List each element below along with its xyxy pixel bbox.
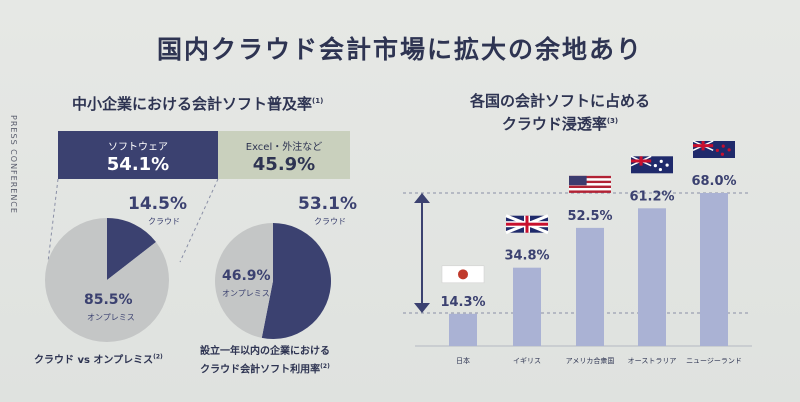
pie1-onprem-value: 85.5% (84, 292, 133, 308)
pie2-cloud-label: クラウド (314, 217, 346, 226)
new-zealand-flag-icon-star (721, 144, 725, 148)
left-subtitle: 中小企業における会計ソフト普及率(1) (72, 93, 323, 114)
pie1-slice-cloud (107, 218, 156, 280)
gap-arrow-head-down (414, 303, 430, 313)
pie1-cloud-value: 14.5% (128, 194, 187, 214)
australia-flag-icon-star (658, 167, 663, 172)
pie1-onprem-label: オンプレミス (87, 313, 135, 322)
australia-flag-icon-star (653, 164, 657, 168)
right-subtitle-line2: クラウド浸透率(3) (430, 111, 690, 134)
pie-chart-new-companies (215, 223, 331, 339)
pie2-caption-line1: 設立一年以内の企業における (200, 346, 330, 357)
bar-category-label: アメリカ合衆国 (566, 356, 615, 365)
slide-title: 国内クラウド会計市場に拡大の余地あり (156, 35, 643, 64)
usa-flag-stripe (569, 175, 611, 179)
bar-0 (449, 313, 477, 346)
pie2-slice-onprem (215, 223, 273, 338)
connector-line-left (47, 178, 59, 263)
usa-flag-stripe (569, 183, 611, 186)
japan-flag-disc (458, 269, 468, 280)
excel-value: 45.9% (252, 154, 316, 175)
right-subtitle-line2-text: クラウド浸透率 (501, 115, 607, 133)
left-subtitle-footnote: (1) (312, 97, 324, 105)
software-value: 54.1% (106, 154, 170, 175)
bar-value-label: 68.0% (691, 174, 736, 189)
right-subtitle: 各国の会計ソフトに占める クラウド浸透率(3) (430, 91, 690, 134)
japan-flag-icon (441, 265, 485, 284)
bar-2 (576, 227, 604, 346)
pie1-caption-footnote: (2) (153, 353, 163, 361)
pie1-cloud-label: クラウド (148, 217, 180, 226)
usa-flag-stripe (569, 190, 611, 193)
new-zealand-flag-icon-star (715, 148, 719, 152)
new-zealand-flag-icon (692, 140, 735, 158)
bar-category-label: 日本 (456, 356, 470, 365)
bar-value-label: 52.5% (567, 209, 612, 224)
pie2-caption: 設立一年以内の企業における クラウド会計ソフト利用率(2) (200, 344, 330, 377)
bar-value-label: 34.8% (504, 249, 549, 264)
pie1-caption-text: クラウド vs オンプレミス (34, 355, 154, 366)
bar-3 (638, 208, 666, 346)
usa-flag-stripe (569, 178, 611, 181)
excel-label: Excel・外注など (245, 142, 323, 153)
software-label: ソフトウェア (108, 142, 168, 153)
australia-flag-icon-union-jack-cross (631, 159, 652, 163)
bar-group: 14.3% 日本 34.8% イギリス 52.5% アメリカ合衆国 61.2% オーストラリア… (440, 140, 742, 365)
bar-value-label: 61.2% (629, 189, 674, 204)
australia-flag-icon (630, 155, 673, 174)
pie1-caption: クラウド vs オンプレミス(2) (34, 351, 163, 366)
pie2-cloud-value: 53.1% (298, 194, 357, 214)
pie2-onprem-label: オンプレミス (222, 289, 270, 298)
bar-value-label: 14.3% (440, 295, 485, 310)
pie2-caption-line2-text: クラウド会計ソフト利用率 (200, 364, 321, 376)
pie-chart-cloud-vs-onprem (44, 218, 169, 342)
pie2-caption-footnote: (2) (320, 363, 330, 370)
gap-arrow-head-up (414, 193, 430, 203)
bar-1 (513, 267, 541, 346)
pie2-onprem-value: 46.9% (222, 268, 271, 284)
bar-4 (700, 193, 728, 346)
right-subtitle-footnote: (3) (606, 117, 619, 125)
uk-flag-icon (505, 214, 549, 235)
pie1-slice-onprem (44, 218, 169, 342)
new-zealand-flag-icon-union-jack-cross (693, 144, 714, 148)
left-subtitle-text: 中小企業における会計ソフト普及率 (72, 95, 313, 113)
usa-flag-stripe (569, 185, 611, 189)
usa-flag-icon (569, 175, 611, 193)
right-subtitle-line1: 各国の会計ソフトに占める (469, 92, 650, 110)
bar-category-label: ニュージーランド (686, 357, 742, 365)
usa-flag-stripe (569, 180, 611, 184)
excel-share-box: Excel・外注など 45.9% (218, 131, 350, 179)
software-share-box: ソフトウェア 54.1% (58, 131, 218, 179)
australia-flag-icon-star (665, 163, 669, 167)
new-zealand-flag-icon-star (727, 148, 731, 152)
pie1-cloud-annotation: 14.5% (128, 194, 187, 214)
pie2-caption-line2: クラウド会計ソフト利用率(2) (200, 359, 330, 377)
australia-flag-icon-star (659, 159, 663, 163)
uk-flag-cross-red (506, 222, 548, 226)
bar-category-label: オーストラリア (628, 357, 677, 365)
usa-flag-canton (569, 175, 587, 186)
usa-flag-stripe (569, 188, 611, 191)
new-zealand-flag-icon-star (720, 152, 725, 156)
bar-category-label: イギリス (513, 357, 541, 365)
pie2-slice-cloud (261, 223, 331, 339)
